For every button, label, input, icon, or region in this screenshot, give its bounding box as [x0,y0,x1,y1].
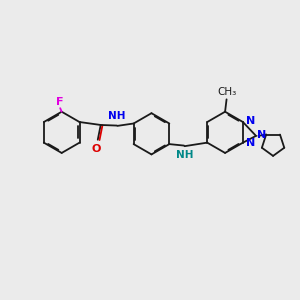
Text: CH₃: CH₃ [217,87,236,97]
Text: NH: NH [109,111,126,122]
Text: NH: NH [176,150,193,160]
Text: F: F [56,97,64,107]
Text: O: O [92,144,101,154]
Text: N: N [247,116,256,126]
Text: N: N [256,130,266,140]
Text: N: N [247,138,256,148]
